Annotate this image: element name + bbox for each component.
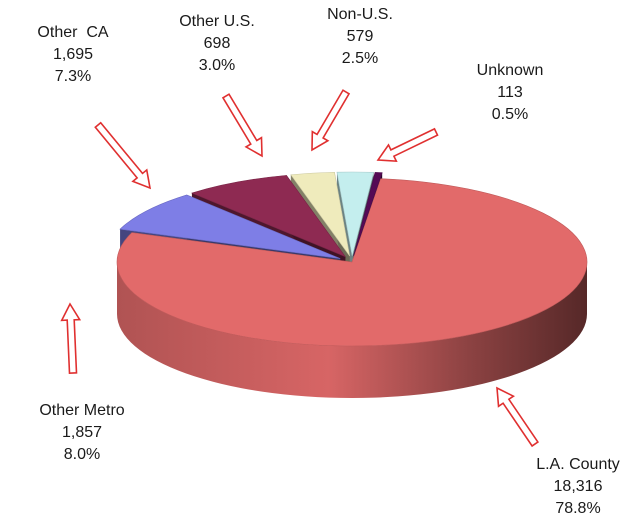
pie-side-l-a-county (117, 262, 587, 398)
pie-slice-other-metro (119, 194, 341, 259)
callout-arrow-1 (94, 121, 152, 190)
slice-label-non-us: Non-U.S. 579 2.5% (310, 4, 410, 70)
slice-label-unknown: Unknown 113 0.5% (455, 60, 565, 126)
callout-arrow-6 (496, 386, 540, 448)
callout-arrow-5 (60, 302, 82, 374)
slice-percent: 2.5% (341, 50, 379, 67)
slice-label-other-ca: Other CA 1,695 7.3% (18, 22, 128, 88)
slice-percent: 78.8% (555, 500, 601, 517)
slice-name: Other U.S. (179, 13, 255, 30)
slice-name: Unknown (476, 62, 544, 79)
slice-percent: 0.5% (491, 106, 529, 123)
slice-name: Other CA (37, 24, 109, 41)
slice-label-other-us: Other U.S. 698 3.0% (162, 11, 272, 77)
slice-name: Non-U.S. (327, 6, 393, 23)
slice-value: 18,316 (553, 478, 603, 495)
slice-percent: 3.0% (198, 57, 236, 74)
pie-slice-other-u-s (290, 171, 351, 257)
pie-slice-non-u-s (336, 171, 375, 257)
callout-arrows (60, 89, 540, 448)
callout-arrow-4 (376, 127, 439, 163)
pie-tops (116, 171, 588, 347)
slice-value: 579 (346, 28, 374, 45)
pie-slice-l-a-county (116, 178, 588, 347)
slice-label-other-metro: Other Metro 1,857 8.0% (22, 400, 142, 466)
pie-slice-other-ca (191, 175, 347, 258)
slice-percent: 7.3% (54, 68, 92, 85)
slice-name: L.A. County (536, 456, 620, 473)
slice-name: Other Metro (39, 402, 125, 419)
slice-value: 1,695 (52, 46, 94, 63)
pie-slice-unknown (353, 172, 383, 257)
slice-label-la-county: L.A. County 18,316 78.8% (516, 454, 640, 520)
slice-value: 1,857 (61, 424, 103, 441)
slice-value: 698 (203, 35, 231, 52)
slice-percent: 8.0% (63, 446, 101, 463)
callout-arrow-3 (311, 89, 351, 152)
callout-arrow-2 (221, 93, 263, 158)
slice-value: 113 (497, 84, 523, 101)
